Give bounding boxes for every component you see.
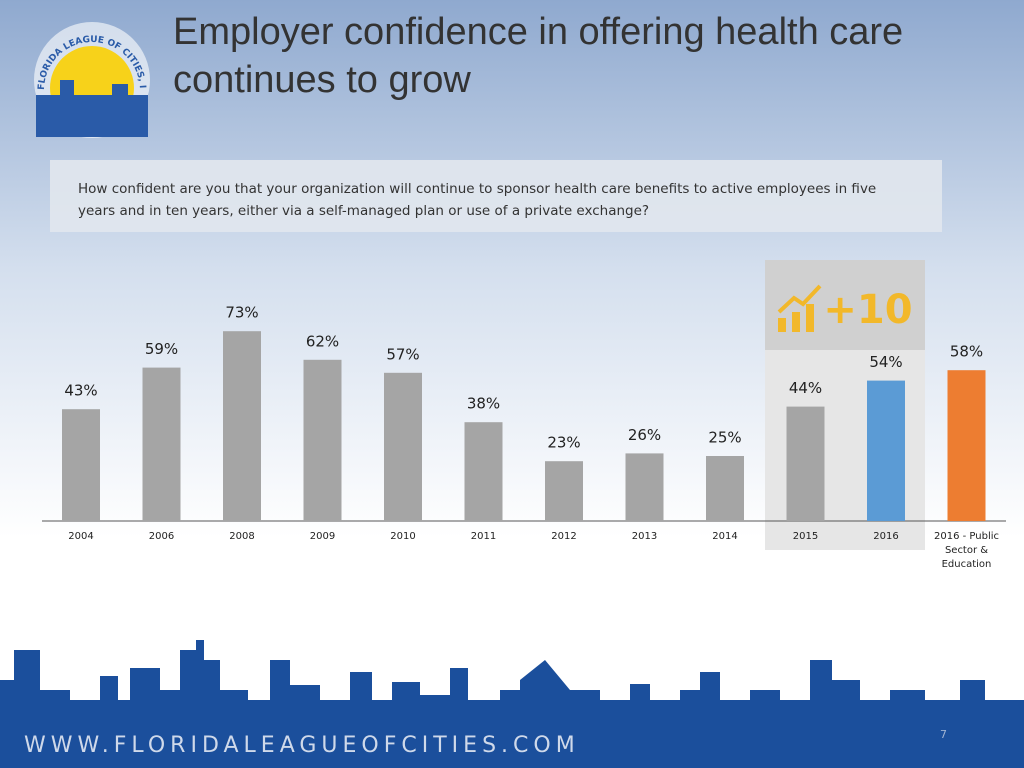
x-tick-label: 2015 (792, 531, 819, 542)
x-tick-label: 2012 (551, 531, 577, 542)
footer: WWW.FLORIDALEAGUEOFCITIES.COM (24, 733, 580, 758)
bar (625, 453, 664, 521)
bar (947, 370, 986, 521)
x-tick-label: 2016 (873, 531, 899, 542)
value-label: 38% (467, 395, 500, 413)
value-label: 54% (869, 353, 902, 371)
title: Employer confidence in offering health c… (173, 11, 904, 101)
value-label: 43% (64, 382, 97, 400)
value-label: 23% (547, 434, 580, 452)
bar (223, 331, 261, 521)
x-tick-label: 2010 (390, 531, 416, 542)
bar (464, 422, 503, 521)
page-number: 7 (940, 728, 947, 741)
bar (384, 372, 422, 521)
value-label: 59% (145, 340, 178, 358)
highlight-header (765, 260, 925, 350)
value-label: 25% (708, 429, 741, 447)
bar (867, 380, 905, 521)
x-tick-label: 2011 (470, 531, 497, 542)
bar (303, 359, 342, 521)
bar (786, 406, 825, 521)
value-label: 62% (306, 332, 339, 350)
value-label: 44% (789, 379, 822, 397)
x-tick-label: 2008 (229, 531, 255, 542)
x-tick-label: 2016 - Public Sector & Education (933, 531, 999, 570)
trend-icon (777, 284, 822, 332)
x-tick-label: 2009 (309, 531, 336, 542)
annotation: +10 (823, 287, 912, 333)
bar (62, 409, 100, 521)
question: How confident are you that your organiza… (50, 160, 942, 232)
value-label: 58% (950, 343, 983, 361)
x-tick-label: 2013 (631, 531, 658, 542)
x-tick-label: 2006 (148, 531, 175, 542)
bar (142, 367, 181, 521)
bar (545, 461, 583, 521)
value-label: 26% (628, 426, 661, 444)
skyline (0, 640, 1024, 768)
value-label: 57% (386, 345, 419, 363)
value-label: 73% (225, 304, 258, 322)
x-tick-label: 2014 (712, 531, 738, 542)
x-tick-label: 2004 (68, 531, 94, 542)
bar (706, 456, 744, 521)
